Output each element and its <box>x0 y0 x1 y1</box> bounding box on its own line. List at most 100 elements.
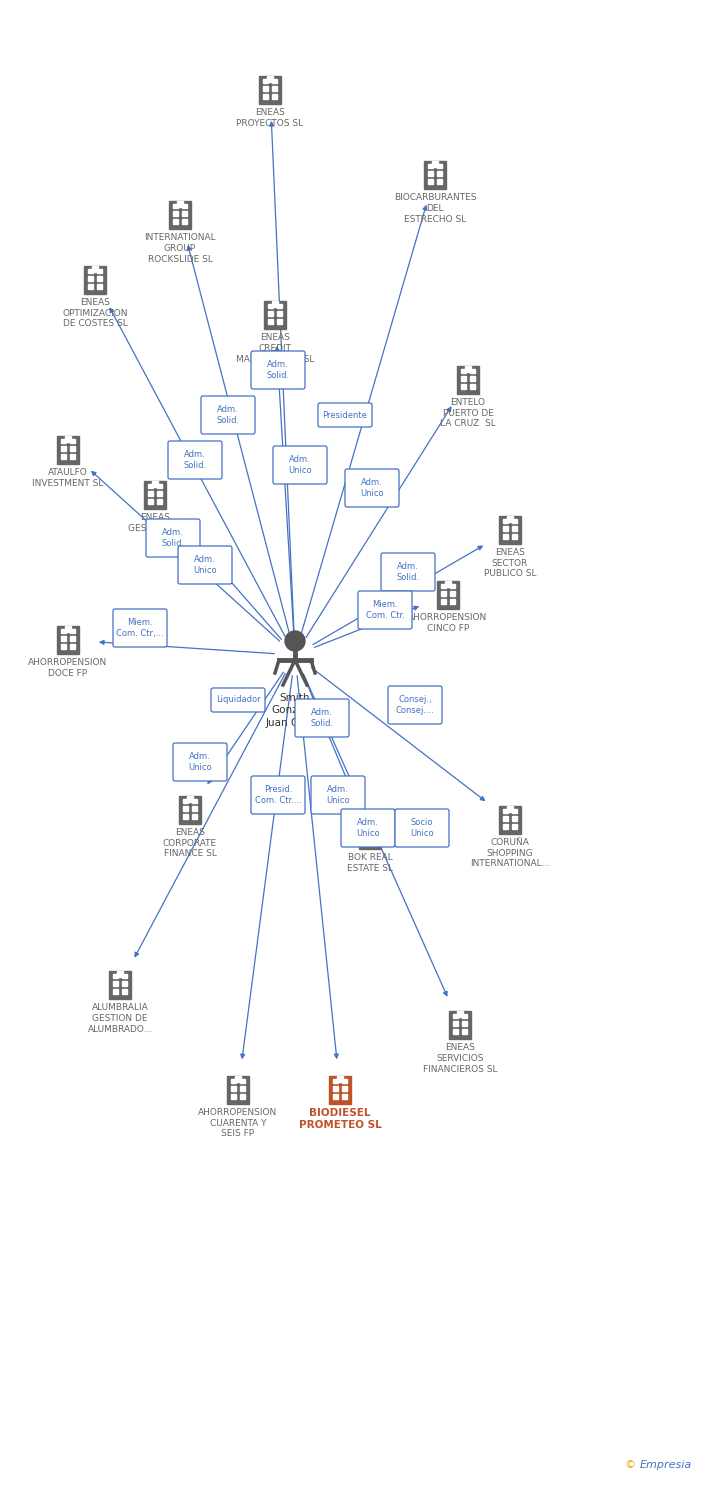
FancyBboxPatch shape <box>144 480 166 510</box>
FancyBboxPatch shape <box>395 808 449 847</box>
FancyBboxPatch shape <box>358 591 412 628</box>
FancyBboxPatch shape <box>342 1086 347 1090</box>
Text: AHORROPENSION
CINCO FP: AHORROPENSION CINCO FP <box>408 614 488 633</box>
Text: Empresia: Empresia <box>640 1460 692 1470</box>
FancyBboxPatch shape <box>183 807 188 812</box>
FancyBboxPatch shape <box>507 806 513 812</box>
FancyBboxPatch shape <box>266 75 273 82</box>
FancyBboxPatch shape <box>148 500 153 504</box>
FancyBboxPatch shape <box>88 276 92 280</box>
FancyBboxPatch shape <box>277 312 282 316</box>
FancyBboxPatch shape <box>513 824 518 828</box>
FancyBboxPatch shape <box>359 821 381 849</box>
FancyBboxPatch shape <box>60 636 66 640</box>
FancyBboxPatch shape <box>503 824 507 828</box>
FancyBboxPatch shape <box>462 1029 467 1033</box>
FancyBboxPatch shape <box>456 1011 463 1017</box>
FancyBboxPatch shape <box>183 798 188 802</box>
Text: ENEAS
PROYECTOS SL: ENEAS PROYECTOS SL <box>237 108 304 128</box>
FancyBboxPatch shape <box>373 831 377 836</box>
FancyBboxPatch shape <box>445 580 451 586</box>
FancyBboxPatch shape <box>192 798 197 802</box>
FancyBboxPatch shape <box>178 546 232 584</box>
FancyBboxPatch shape <box>461 376 466 381</box>
FancyBboxPatch shape <box>57 435 79 465</box>
FancyBboxPatch shape <box>342 1094 347 1098</box>
FancyBboxPatch shape <box>345 470 399 507</box>
FancyBboxPatch shape <box>71 628 75 633</box>
Text: CORUÑA
SHOPPING
INTERNATIONAL...: CORUÑA SHOPPING INTERNATIONAL... <box>470 839 550 868</box>
FancyBboxPatch shape <box>438 171 443 176</box>
FancyBboxPatch shape <box>268 320 272 324</box>
Text: Adm.
Unico: Adm. Unico <box>193 555 217 574</box>
FancyBboxPatch shape <box>231 1086 236 1090</box>
FancyBboxPatch shape <box>60 644 66 648</box>
FancyBboxPatch shape <box>272 78 277 82</box>
Text: ENEAS
GESTION SL: ENEAS GESTION SL <box>128 513 182 532</box>
Text: Miem.
Com. Ctr,...: Miem. Com. Ctr,... <box>116 618 164 638</box>
FancyBboxPatch shape <box>453 1022 458 1026</box>
FancyBboxPatch shape <box>71 644 75 648</box>
FancyBboxPatch shape <box>499 806 521 834</box>
FancyBboxPatch shape <box>240 1094 245 1098</box>
FancyBboxPatch shape <box>428 171 432 176</box>
FancyBboxPatch shape <box>503 526 507 531</box>
Text: ©: © <box>625 1460 640 1470</box>
Text: Liquidador: Liquidador <box>215 696 261 705</box>
FancyBboxPatch shape <box>503 816 507 821</box>
Text: BIODIESEL
PROMETEO SL: BIODIESEL PROMETEO SL <box>298 1108 381 1130</box>
FancyBboxPatch shape <box>453 1029 458 1033</box>
FancyBboxPatch shape <box>367 821 373 827</box>
FancyBboxPatch shape <box>449 1011 471 1040</box>
FancyBboxPatch shape <box>157 492 162 496</box>
FancyBboxPatch shape <box>169 201 191 229</box>
FancyBboxPatch shape <box>437 580 459 609</box>
Text: Adm.
Solid.: Adm. Solid. <box>310 708 333 728</box>
FancyBboxPatch shape <box>240 1078 245 1083</box>
Text: ENEAS
OPTIMIZACION
DE COSTES SL: ENEAS OPTIMIZACION DE COSTES SL <box>63 298 127 328</box>
FancyBboxPatch shape <box>192 807 197 812</box>
Text: ENEAS
CORPORATE
FINANCE SL: ENEAS CORPORATE FINANCE SL <box>163 828 217 858</box>
FancyBboxPatch shape <box>92 266 98 272</box>
Text: Adm.
Solid.: Adm. Solid. <box>216 405 240 424</box>
FancyBboxPatch shape <box>60 628 66 633</box>
FancyBboxPatch shape <box>98 268 102 273</box>
FancyBboxPatch shape <box>227 1076 249 1104</box>
FancyBboxPatch shape <box>363 839 368 843</box>
FancyBboxPatch shape <box>428 164 432 168</box>
FancyBboxPatch shape <box>234 1076 241 1082</box>
FancyBboxPatch shape <box>173 219 178 224</box>
Text: AHORROPENSION
DOCE FP: AHORROPENSION DOCE FP <box>28 658 108 678</box>
FancyBboxPatch shape <box>88 284 92 288</box>
Text: Adm.
Unico: Adm. Unico <box>360 478 384 498</box>
FancyBboxPatch shape <box>513 808 518 813</box>
FancyBboxPatch shape <box>424 160 446 189</box>
FancyBboxPatch shape <box>263 78 268 82</box>
FancyBboxPatch shape <box>71 636 75 640</box>
FancyBboxPatch shape <box>113 981 118 986</box>
FancyBboxPatch shape <box>192 815 197 819</box>
Circle shape <box>285 632 305 651</box>
FancyBboxPatch shape <box>231 1078 236 1083</box>
FancyBboxPatch shape <box>470 376 475 381</box>
FancyBboxPatch shape <box>470 384 475 388</box>
FancyBboxPatch shape <box>329 1076 351 1104</box>
FancyBboxPatch shape <box>211 688 265 712</box>
FancyBboxPatch shape <box>461 369 466 374</box>
FancyBboxPatch shape <box>268 303 272 307</box>
FancyBboxPatch shape <box>168 441 222 479</box>
Text: Adm.
Solid.: Adm. Solid. <box>397 562 419 582</box>
FancyBboxPatch shape <box>438 178 443 183</box>
FancyBboxPatch shape <box>462 1022 467 1026</box>
FancyBboxPatch shape <box>272 94 277 99</box>
FancyBboxPatch shape <box>157 483 162 488</box>
FancyBboxPatch shape <box>428 178 432 183</box>
FancyBboxPatch shape <box>146 519 200 556</box>
FancyBboxPatch shape <box>341 808 395 847</box>
FancyBboxPatch shape <box>277 303 282 307</box>
Text: Adm.
Solid.: Adm. Solid. <box>266 360 290 380</box>
FancyBboxPatch shape <box>173 211 178 216</box>
FancyBboxPatch shape <box>173 204 178 209</box>
FancyBboxPatch shape <box>333 1078 338 1083</box>
FancyBboxPatch shape <box>462 1014 467 1019</box>
